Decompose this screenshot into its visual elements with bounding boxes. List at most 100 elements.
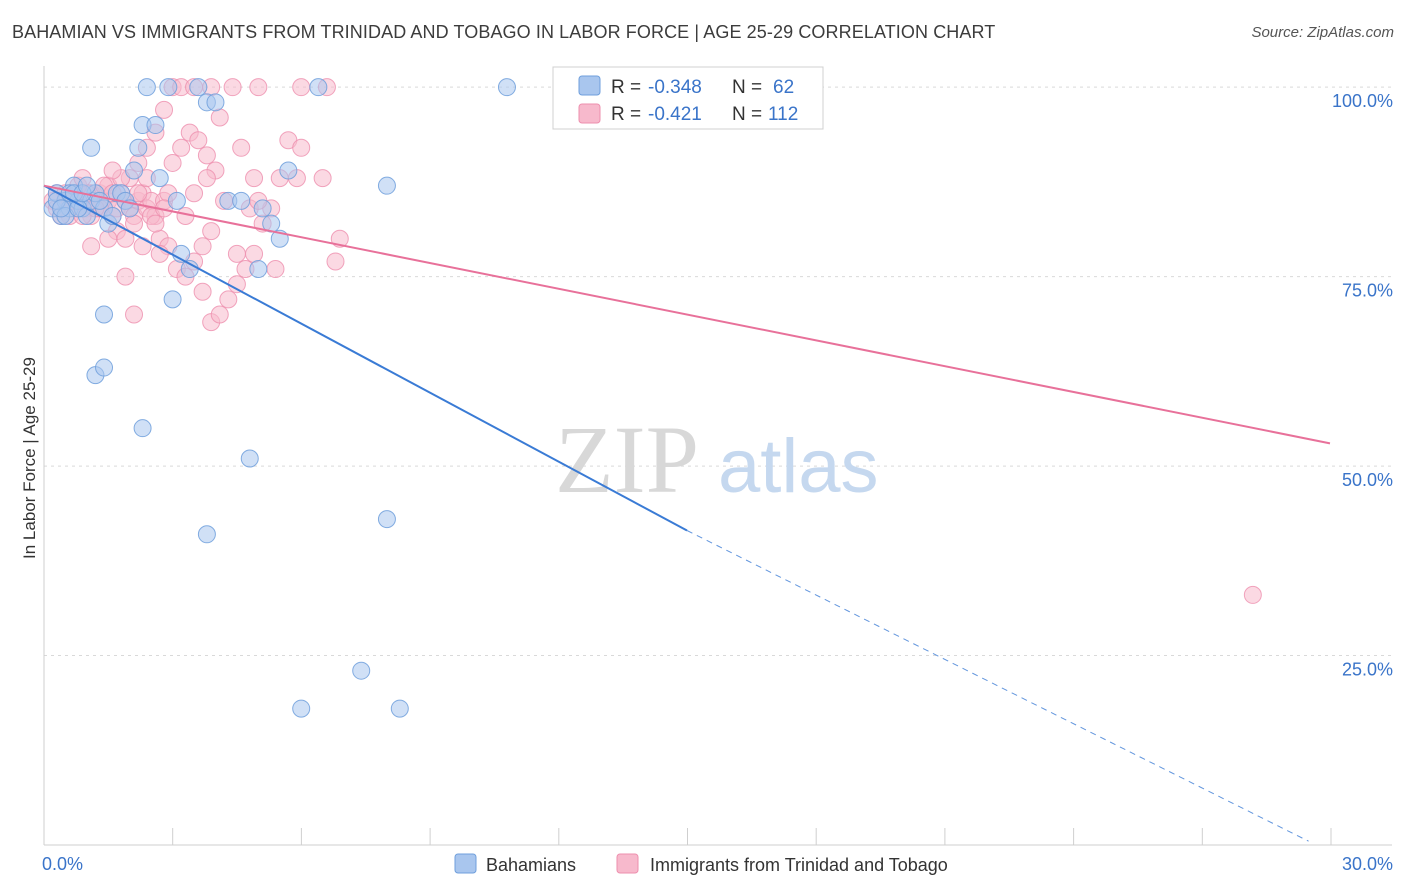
- data-point-blue: [150, 169, 169, 188]
- chart-source: Source: ZipAtlas.com: [1251, 24, 1394, 41]
- data-point-blue: [77, 176, 96, 195]
- legend-r-value-2: -0.421: [648, 104, 702, 125]
- pink-points-layer: [43, 78, 1262, 604]
- legend-swatch-blue: [578, 75, 601, 96]
- data-point-blue: [390, 699, 409, 718]
- legend-n-value-1: 62: [773, 77, 794, 98]
- legend-n-label-1: N =: [732, 77, 762, 98]
- data-point-pink: [189, 131, 208, 150]
- data-point-pink: [193, 282, 212, 301]
- data-point-blue: [167, 191, 186, 210]
- data-point-blue: [137, 78, 156, 97]
- data-point-pink: [223, 78, 242, 97]
- data-point-blue: [232, 191, 251, 210]
- data-point-blue: [52, 199, 71, 218]
- data-point-pink: [245, 244, 264, 263]
- bottom-legend-label-2: Immigrants from Trinidad and Tobago: [650, 855, 948, 875]
- bottom-legend-label-1: Bahamians: [486, 855, 576, 875]
- legend-n-value-2: 112: [768, 104, 798, 125]
- data-point-pink: [193, 237, 212, 256]
- x-tick-label: 30.0%: [1342, 854, 1393, 874]
- data-point-blue: [95, 358, 114, 377]
- data-point-blue: [125, 161, 144, 180]
- data-point-blue: [163, 290, 182, 309]
- legend-r-value-1: -0.348: [648, 77, 702, 98]
- data-point-pink: [326, 252, 345, 271]
- stats-legend: R = -0.348 N = 62 R = -0.421 N = 112: [552, 66, 824, 130]
- legend-r-label-1: R =: [611, 77, 641, 98]
- y-tick-label: 100.0%: [1332, 91, 1393, 111]
- data-point-pink: [202, 222, 221, 241]
- trend-line-blue: [43, 184, 688, 532]
- data-point-pink: [227, 244, 246, 263]
- data-point-pink: [292, 138, 311, 157]
- legend-swatch-pink: [578, 103, 601, 124]
- data-point-pink: [125, 214, 144, 233]
- legend-n-label-2: N =: [732, 104, 762, 125]
- data-point-blue: [129, 138, 148, 157]
- data-point-pink: [313, 169, 332, 188]
- data-point-pink: [245, 169, 264, 188]
- data-point-blue: [249, 260, 268, 279]
- y-tick-label: 75.0%: [1342, 281, 1393, 301]
- chart-title: BAHAMIAN VS IMMIGRANTS FROM TRINIDAD AND…: [12, 22, 996, 42]
- data-point-blue: [292, 699, 311, 718]
- data-point-blue: [377, 510, 396, 529]
- data-point-blue: [377, 176, 396, 195]
- data-point-pink: [146, 214, 165, 233]
- data-point-pink: [163, 153, 182, 172]
- data-point-blue: [146, 116, 165, 135]
- data-point-pink: [266, 260, 285, 279]
- data-point-pink: [330, 229, 349, 248]
- watermark: ZIP atlas: [555, 406, 879, 513]
- data-point-blue: [69, 199, 88, 218]
- data-point-blue: [197, 525, 216, 544]
- series-legend: Bahamians Immigrants from Trinidad and T…: [454, 853, 948, 875]
- data-point-blue: [189, 78, 208, 97]
- data-point-blue: [309, 78, 328, 97]
- trend-line-blue-extension: [686, 530, 1309, 842]
- data-point-pink: [103, 161, 122, 180]
- data-point-blue: [133, 419, 152, 438]
- watermark-atlas: atlas: [718, 424, 879, 509]
- data-point-blue: [240, 449, 259, 468]
- data-point-pink: [185, 184, 204, 203]
- y-axis-label: In Labor Force | Age 25-29: [20, 357, 39, 559]
- watermark-zip: ZIP: [555, 406, 699, 513]
- data-point-pink: [82, 237, 101, 256]
- data-point-pink: [155, 100, 174, 119]
- data-point-pink: [210, 305, 229, 324]
- data-point-pink: [1243, 585, 1262, 604]
- data-point-pink: [219, 290, 238, 309]
- data-point-pink: [99, 229, 118, 248]
- axis-layer: 0.0% 30.0%: [42, 66, 1393, 874]
- data-point-pink: [125, 305, 144, 324]
- data-point-blue: [253, 199, 272, 218]
- bottom-legend-swatch-blue: [454, 853, 477, 874]
- trend-layer: [43, 184, 1331, 842]
- data-point-blue: [352, 661, 371, 680]
- data-point-pink: [116, 267, 135, 286]
- data-point-pink: [197, 146, 216, 165]
- data-point-blue: [497, 78, 516, 97]
- data-point-blue: [159, 78, 178, 97]
- blue-points-layer: [43, 78, 516, 718]
- data-point-pink: [210, 108, 229, 127]
- data-point-blue: [279, 161, 298, 180]
- data-point-blue: [206, 93, 225, 112]
- data-point-pink: [172, 138, 191, 157]
- data-point-pink: [292, 78, 311, 97]
- data-point-blue: [82, 138, 101, 157]
- data-point-pink: [133, 237, 152, 256]
- y-tick-label: 50.0%: [1342, 470, 1393, 490]
- trend-line-pink: [43, 184, 1331, 445]
- data-point-blue: [95, 305, 114, 324]
- bottom-legend-swatch-pink: [616, 853, 639, 874]
- data-point-pink: [232, 138, 251, 157]
- data-point-pink: [249, 78, 268, 97]
- x-tick-label: 0.0%: [42, 854, 83, 874]
- y-tick-label: 25.0%: [1342, 660, 1393, 680]
- data-point-pink: [197, 169, 216, 188]
- legend-r-label-2: R =: [611, 104, 641, 125]
